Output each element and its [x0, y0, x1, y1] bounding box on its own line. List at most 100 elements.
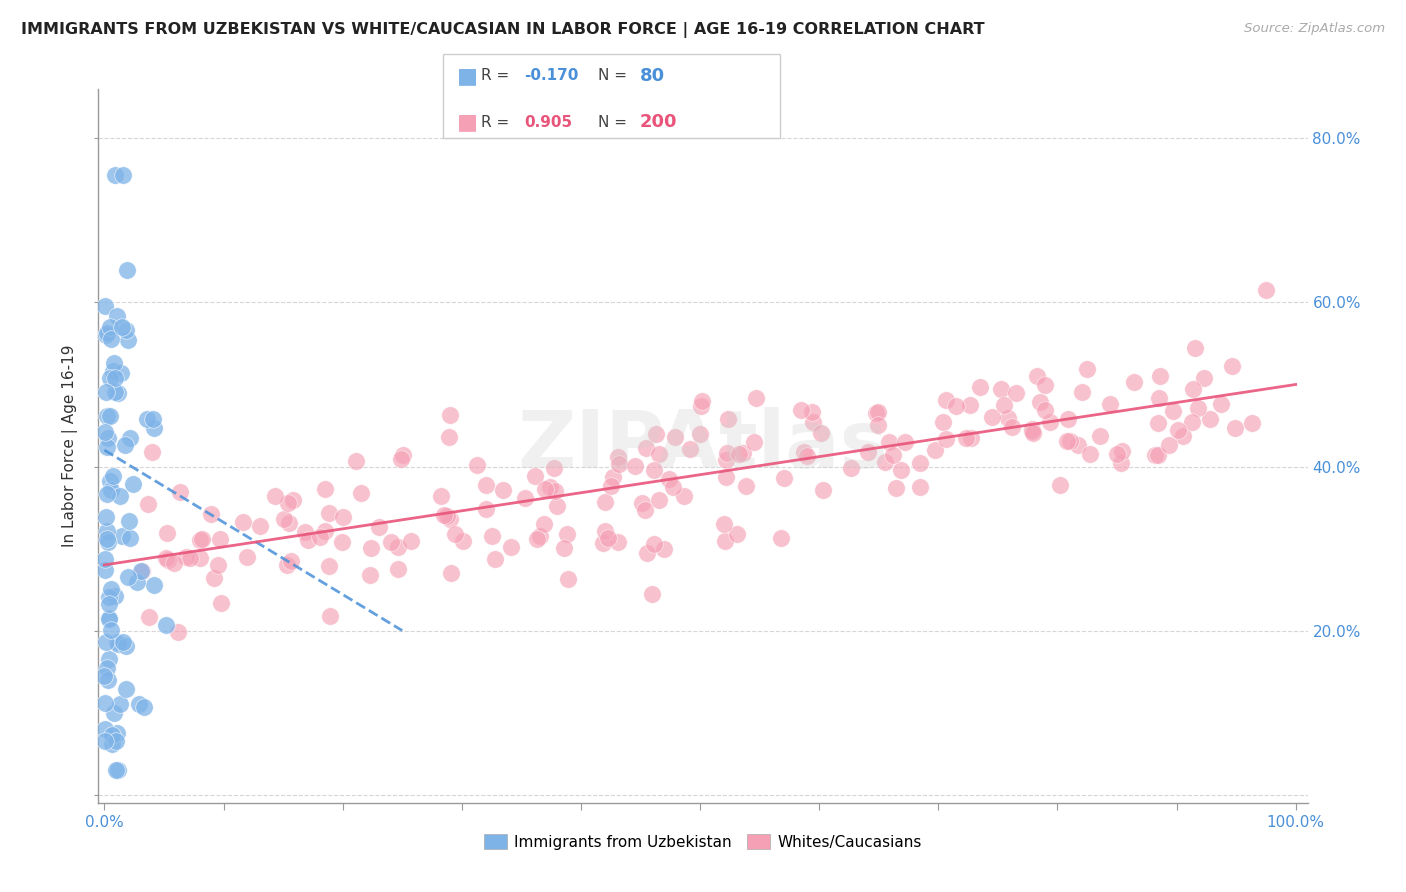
- Point: [236, 549, 259, 564]
- Point: [94, 563, 117, 577]
- Point: [98, 652, 121, 666]
- Point: [960, 431, 983, 445]
- Point: [128, 697, 150, 711]
- Point: [141, 445, 163, 459]
- Point: [714, 534, 737, 549]
- Text: Source: ZipAtlas.com: Source: ZipAtlas.com: [1244, 22, 1385, 36]
- Point: [811, 483, 834, 497]
- Point: [93, 722, 115, 736]
- Point: [1254, 283, 1277, 297]
- Point: [744, 392, 766, 406]
- Point: [134, 699, 156, 714]
- Point: [733, 446, 755, 460]
- Point: [877, 434, 900, 449]
- Point: [728, 447, 751, 461]
- Point: [713, 517, 735, 532]
- Point: [117, 333, 139, 347]
- Point: [94, 552, 117, 566]
- Point: [208, 532, 231, 546]
- Text: 80: 80: [640, 67, 665, 85]
- Point: [135, 411, 157, 425]
- Point: [111, 529, 134, 543]
- Point: [524, 469, 547, 483]
- Point: [200, 508, 222, 522]
- Point: [436, 509, 458, 524]
- Point: [492, 483, 515, 497]
- Point: [593, 495, 616, 509]
- Text: N =: N =: [598, 69, 631, 83]
- Point: [607, 457, 630, 471]
- Point: [1111, 444, 1133, 458]
- Point: [103, 706, 125, 720]
- Point: [98, 475, 121, 489]
- Point: [100, 582, 122, 596]
- Point: [997, 410, 1019, 425]
- Point: [94, 509, 117, 524]
- Point: [865, 406, 887, 420]
- Point: [104, 734, 127, 748]
- Point: [1199, 412, 1222, 426]
- Point: [344, 454, 367, 468]
- Point: [664, 429, 686, 443]
- Point: [980, 409, 1002, 424]
- Point: [894, 435, 917, 450]
- Point: [97, 611, 120, 625]
- Point: [118, 532, 141, 546]
- Point: [744, 434, 766, 449]
- Point: [717, 412, 740, 426]
- Point: [606, 450, 628, 465]
- Point: [107, 386, 129, 401]
- Point: [105, 309, 128, 323]
- Point: [155, 551, 177, 566]
- Point: [868, 418, 890, 433]
- Y-axis label: In Labor Force | Age 16-19: In Labor Force | Age 16-19: [62, 344, 79, 548]
- Point: [1157, 438, 1180, 452]
- Point: [96, 524, 118, 538]
- Point: [1088, 429, 1111, 443]
- Point: [800, 405, 823, 419]
- Point: [107, 763, 129, 777]
- Point: [96, 440, 118, 454]
- Point: [114, 438, 136, 452]
- Point: [526, 532, 548, 546]
- Point: [96, 533, 118, 547]
- Point: [1147, 416, 1170, 430]
- Point: [156, 526, 179, 541]
- Point: [735, 479, 758, 493]
- Point: [908, 456, 931, 470]
- Point: [163, 556, 186, 570]
- Point: [138, 609, 160, 624]
- Point: [294, 525, 316, 540]
- Point: [98, 319, 121, 334]
- Point: [232, 515, 254, 529]
- Point: [433, 508, 456, 523]
- Point: [773, 471, 796, 485]
- Point: [555, 527, 578, 541]
- Text: ■: ■: [457, 112, 478, 132]
- Point: [104, 169, 127, 183]
- Point: [553, 541, 575, 555]
- Point: [557, 572, 579, 586]
- Point: [368, 519, 391, 533]
- Point: [636, 441, 658, 455]
- Point: [636, 546, 658, 560]
- Point: [679, 442, 702, 457]
- Point: [607, 535, 630, 549]
- Point: [1056, 434, 1078, 448]
- Point: [114, 640, 136, 654]
- Point: [97, 611, 120, 625]
- Point: [209, 596, 232, 610]
- Point: [314, 482, 336, 496]
- Point: [98, 409, 121, 423]
- Point: [1220, 359, 1243, 373]
- Point: [108, 698, 131, 712]
- Point: [360, 541, 382, 556]
- Point: [179, 551, 201, 566]
- Point: [100, 483, 122, 497]
- Point: [122, 477, 145, 491]
- Point: [593, 524, 616, 538]
- Point: [513, 491, 536, 505]
- Point: [475, 478, 498, 492]
- Point: [188, 550, 211, 565]
- Point: [543, 461, 565, 475]
